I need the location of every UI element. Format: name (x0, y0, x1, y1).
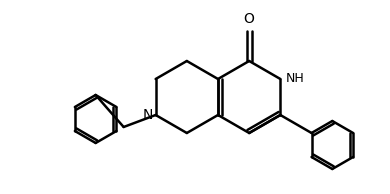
Text: O: O (244, 12, 255, 26)
Text: NH: NH (285, 73, 304, 86)
Text: N: N (142, 108, 152, 122)
